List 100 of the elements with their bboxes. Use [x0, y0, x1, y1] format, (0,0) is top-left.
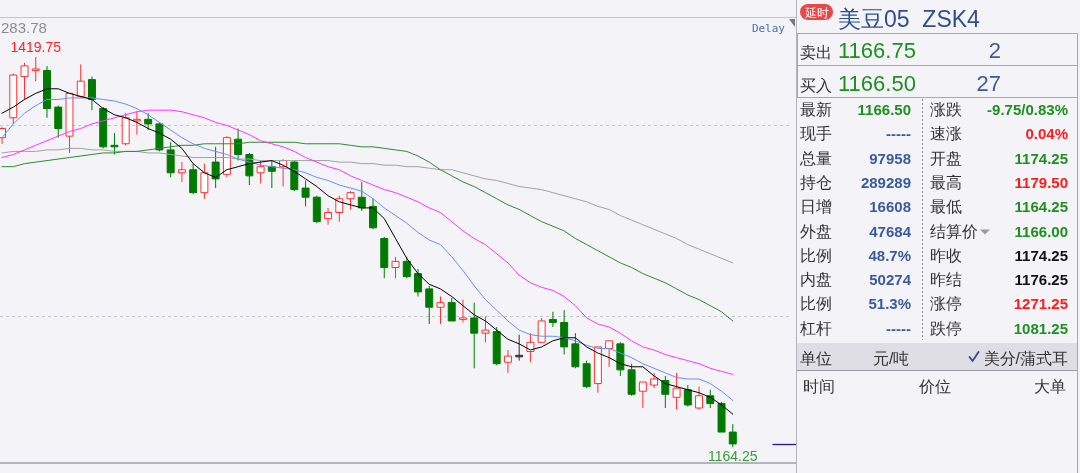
text: ----- — [886, 125, 911, 143]
candlestick — [20, 62, 29, 100]
candlestick — [234, 128, 243, 162]
candlestick — [391, 256, 400, 279]
candlestick — [650, 372, 659, 389]
candlestick — [346, 190, 355, 210]
text: 总量 — [799, 149, 832, 167]
candlestick — [661, 375, 670, 409]
text: 单位 — [800, 350, 832, 367]
text: 50274 — [869, 271, 912, 289]
text: 1174.25 — [1014, 149, 1068, 167]
text: 1174.25 — [1014, 246, 1068, 264]
text: 速涨 — [930, 125, 962, 143]
candlestick — [537, 317, 546, 343]
candlestick — [65, 92, 74, 154]
text: 1179.50 — [1014, 173, 1068, 191]
candlestick — [144, 112, 153, 131]
candlestick — [267, 160, 276, 189]
candlestick — [9, 73, 18, 125]
candlestick — [177, 161, 186, 183]
text: 16608 — [869, 198, 911, 216]
text: 美分/蒲式耳 — [983, 350, 1068, 367]
text: 2 — [988, 38, 1001, 63]
text: 1166.75 — [838, 38, 916, 63]
text: 日增 — [800, 198, 832, 216]
candlestick — [492, 326, 501, 366]
candlestick — [458, 299, 467, 323]
candlestick — [582, 360, 591, 389]
text: 1166.50 — [857, 101, 911, 118]
candlestick — [638, 381, 647, 409]
candlestick — [324, 207, 333, 226]
candlestick — [211, 146, 220, 189]
text: 27 — [976, 71, 1001, 96]
text: 涨跌 — [930, 101, 962, 118]
candlestick — [548, 311, 557, 328]
candlestick — [728, 423, 737, 448]
candlestick — [87, 76, 96, 111]
candlestick — [31, 56, 40, 82]
text: 1081.25 — [1013, 319, 1068, 337]
candlestick — [470, 302, 479, 369]
text: 美豆05 ZSK4 — [838, 6, 981, 32]
candlestick — [414, 268, 422, 298]
text: 持仓 — [800, 173, 832, 191]
candlestick — [515, 334, 524, 362]
candlestick — [560, 309, 569, 356]
candlestick — [481, 315, 490, 343]
text: 卖出 — [800, 44, 832, 61]
candlestick — [380, 236, 389, 279]
text: 杠杆 — [799, 319, 832, 337]
text: 1176.25 — [1014, 271, 1068, 289]
text: 最新 — [800, 101, 832, 118]
candlestick — [717, 401, 726, 433]
text: 51.3% — [868, 295, 911, 313]
candlestick — [683, 384, 692, 407]
candlestick — [132, 111, 141, 136]
text: 内盘 — [800, 271, 832, 289]
text: 结算价 — [930, 222, 978, 240]
text: 元/吨 — [873, 350, 910, 367]
text: 昨收 — [930, 246, 962, 264]
candlestick — [672, 372, 681, 411]
text: 0.04% — [1025, 125, 1068, 143]
text: 价位 — [918, 378, 951, 395]
text: 时间 — [803, 378, 835, 395]
candlestick — [436, 296, 445, 325]
text: ----- — [886, 319, 911, 337]
candlestick — [301, 179, 310, 207]
text: -9.75/0.83% — [987, 101, 1068, 118]
text: 延时 — [803, 5, 829, 20]
candlestick — [425, 285, 434, 325]
candlestick — [593, 346, 602, 394]
annotation: 1164.25 — [707, 448, 758, 465]
annotation: 283.78 — [1, 19, 47, 36]
text: 289289 — [860, 173, 911, 191]
candlestick — [54, 105, 63, 139]
candlestick — [571, 332, 580, 369]
candlestick — [503, 349, 512, 374]
candlestick — [402, 256, 411, 279]
text: 大单 — [1034, 378, 1066, 395]
candlestick — [76, 63, 85, 99]
candlestick — [166, 141, 175, 178]
text: 比例 — [800, 246, 832, 264]
text: 开盘 — [930, 149, 962, 167]
text: 48.7% — [868, 246, 911, 264]
text: 1166.00 — [1014, 222, 1068, 240]
text: Delay — [751, 22, 786, 35]
candlestick — [99, 106, 108, 149]
text: 涨停 — [930, 295, 962, 313]
candlestick — [189, 163, 198, 195]
candlestick — [256, 160, 265, 184]
text: 1166.50 — [838, 71, 916, 96]
text: 最低 — [930, 198, 962, 216]
candlestick — [335, 195, 344, 223]
text: 比例 — [800, 295, 832, 313]
candlestick — [447, 297, 456, 322]
text: 外盘 — [800, 222, 832, 240]
candlestick — [200, 163, 209, 200]
candlestick — [312, 195, 321, 224]
annotation: 1419.75 — [10, 39, 62, 56]
candlestick — [357, 181, 366, 212]
text: 昨结 — [930, 271, 962, 289]
